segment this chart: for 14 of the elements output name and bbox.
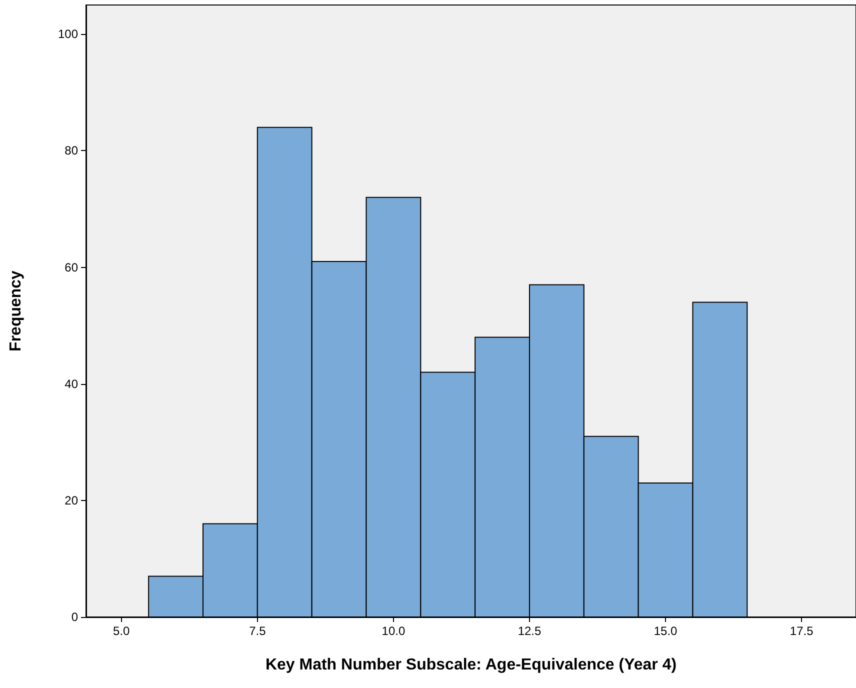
y-axis-title: Frequency bbox=[8, 270, 24, 352]
y-tick-label: 40 bbox=[64, 376, 78, 391]
x-axis-title: Key Math Number Subscale: Age-Equivalence (Year 4) bbox=[265, 656, 677, 674]
y-tick-label: 100 bbox=[58, 27, 78, 42]
y-tick-label: 60 bbox=[64, 260, 78, 274]
x-tick-label: 5.0 bbox=[113, 624, 130, 638]
y-tick-label: 0 bbox=[71, 610, 78, 624]
y-tick-label: 20 bbox=[64, 493, 78, 508]
x-tick-label: 15.0 bbox=[654, 624, 678, 638]
x-tick-label: 10.0 bbox=[382, 624, 406, 638]
x-tick-label: 12.5 bbox=[518, 624, 542, 638]
x-tick-label: 17.5 bbox=[790, 624, 814, 638]
y-tick-label: 80 bbox=[64, 144, 78, 158]
x-tick-label: 7.5 bbox=[249, 624, 266, 638]
